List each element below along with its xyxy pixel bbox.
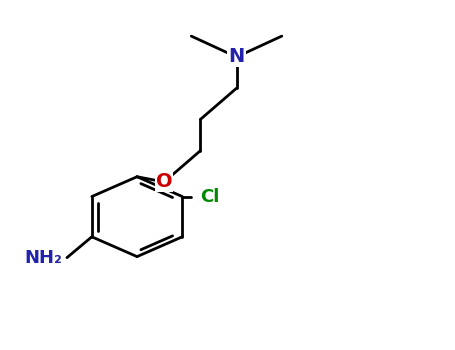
Text: Cl: Cl [200, 188, 220, 205]
Text: N: N [228, 48, 245, 66]
Text: NH₂: NH₂ [25, 248, 62, 267]
Text: O: O [156, 173, 172, 191]
